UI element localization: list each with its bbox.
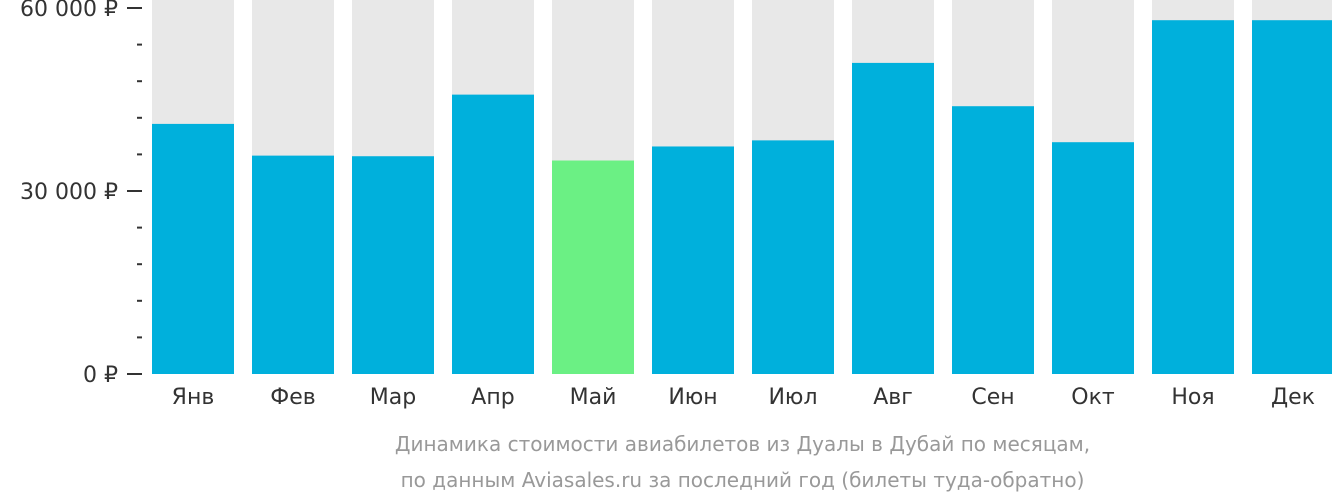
bar-9[interactable] <box>952 106 1034 375</box>
x-tick-label: Май <box>570 385 617 410</box>
x-tick-label: Июн <box>668 385 717 410</box>
x-tick-label: Апр <box>471 385 514 410</box>
x-tick-label: Июл <box>768 385 817 410</box>
bar-3[interactable] <box>352 156 434 374</box>
bar-6[interactable] <box>652 146 734 374</box>
y-tick-label: 60 000 ₽ <box>20 0 118 22</box>
bar-2[interactable] <box>252 155 334 374</box>
bar-5[interactable] <box>552 160 634 375</box>
chart-caption-line-1: Динамика стоимости авиабилетов из Дуалы … <box>394 432 1091 456</box>
x-tick-label: Ноя <box>1171 385 1214 410</box>
price-bar-chart: Янв Фев Мар Апр Май Июн Июл Авг Сен Окт Ноя Дек 0 ₽ 3… <box>20 0 1332 410</box>
x-tick-label: Дек <box>1271 385 1315 410</box>
x-tick-label: Сен <box>971 385 1014 410</box>
chart-caption-line-2: по данным Aviasales.ru за последний год … <box>400 468 1085 492</box>
bar-1[interactable] <box>152 123 234 375</box>
bar-11[interactable] <box>1152 20 1234 374</box>
x-tick-label: Янв <box>172 385 215 410</box>
x-tick-label: Фев <box>270 385 315 410</box>
bar-7[interactable] <box>752 140 834 374</box>
y-tick-label: 0 ₽ <box>83 363 118 388</box>
x-tick-label: Мар <box>370 385 416 410</box>
bar-4[interactable] <box>452 94 534 375</box>
bar-10[interactable] <box>1052 142 1134 374</box>
x-tick-label: Окт <box>1071 385 1115 410</box>
y-tick-label: 30 000 ₽ <box>20 180 118 205</box>
bar-8[interactable] <box>852 62 934 375</box>
x-tick-label: Авг <box>873 385 913 410</box>
bar-12[interactable] <box>1252 20 1332 374</box>
